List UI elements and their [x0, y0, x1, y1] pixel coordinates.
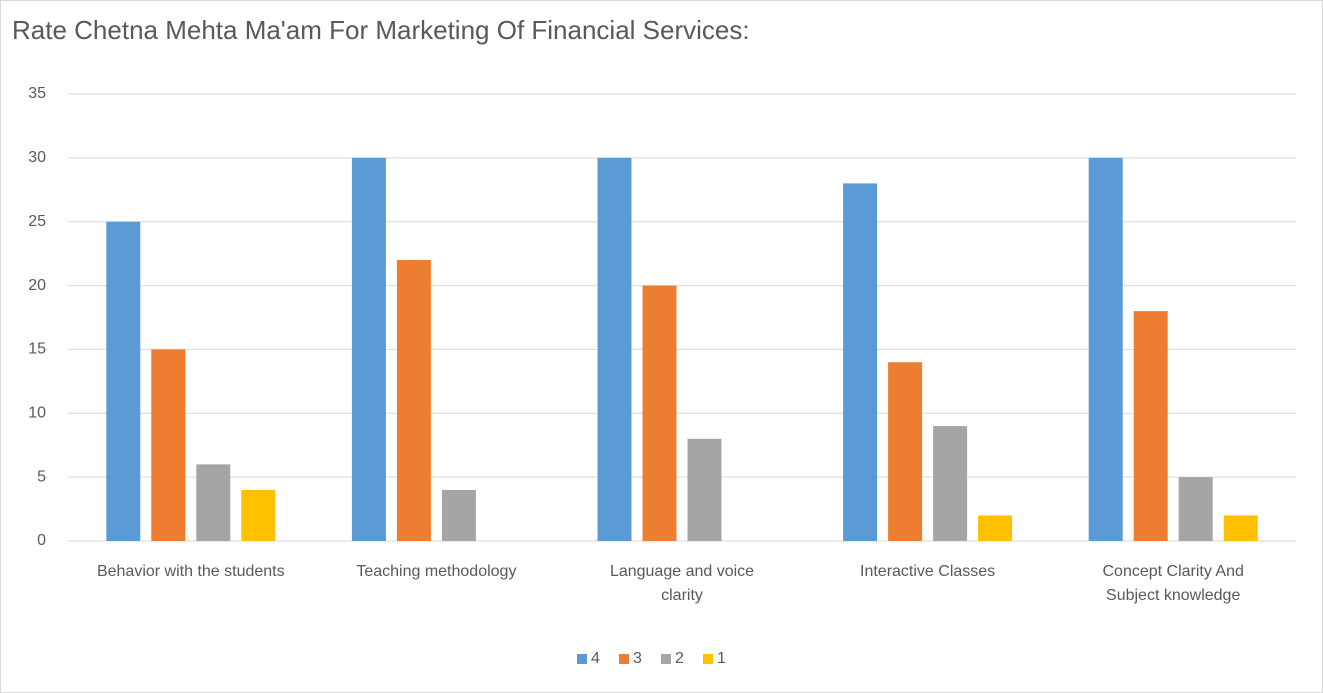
bar: [597, 157, 632, 541]
bar: [933, 426, 968, 541]
legend-swatch: [619, 654, 629, 664]
y-tick-label: 5: [37, 468, 46, 485]
bar: [351, 157, 386, 541]
bar: [1088, 157, 1123, 541]
y-tick-label: 30: [28, 149, 46, 166]
bar: [843, 183, 878, 541]
x-tick-label: Teaching methodology: [356, 563, 517, 580]
bar: [396, 260, 431, 541]
bar: [1133, 311, 1168, 541]
y-tick-label: 20: [28, 277, 46, 294]
y-tick-label: 35: [28, 85, 46, 102]
y-tick-label: 0: [37, 532, 46, 549]
bar: [106, 221, 141, 541]
legend-swatch: [661, 654, 671, 664]
x-tick-label: Language and voice clarity: [609, 563, 755, 604]
bar: [196, 464, 231, 541]
bar: [978, 515, 1013, 541]
bar: [687, 438, 722, 541]
y-tick-label: 15: [28, 341, 46, 358]
y-tick-label: 25: [28, 213, 46, 230]
x-tick-label: Interactive Classes: [860, 563, 996, 580]
x-tick-label: Behavior with the students: [96, 563, 285, 580]
bar: [1178, 477, 1213, 541]
legend-swatch: [577, 654, 587, 664]
bar: [241, 489, 276, 541]
bar: [441, 489, 476, 541]
bar: [642, 285, 677, 541]
legend-label: 2: [675, 650, 684, 667]
bar: [151, 349, 186, 541]
x-tick-label: Concept Clarity And Subject knowledge: [1102, 563, 1244, 604]
y-tick-label: 10: [28, 405, 46, 422]
legend-label: 3: [633, 650, 642, 667]
legend-label: 4: [591, 650, 600, 667]
bar: [888, 362, 923, 541]
legend-label: 1: [717, 650, 726, 667]
bar: [1223, 515, 1258, 541]
chart-title: Rate Chetna Mehta Ma'am For Marketing Of…: [12, 15, 750, 45]
legend-swatch: [703, 654, 713, 664]
